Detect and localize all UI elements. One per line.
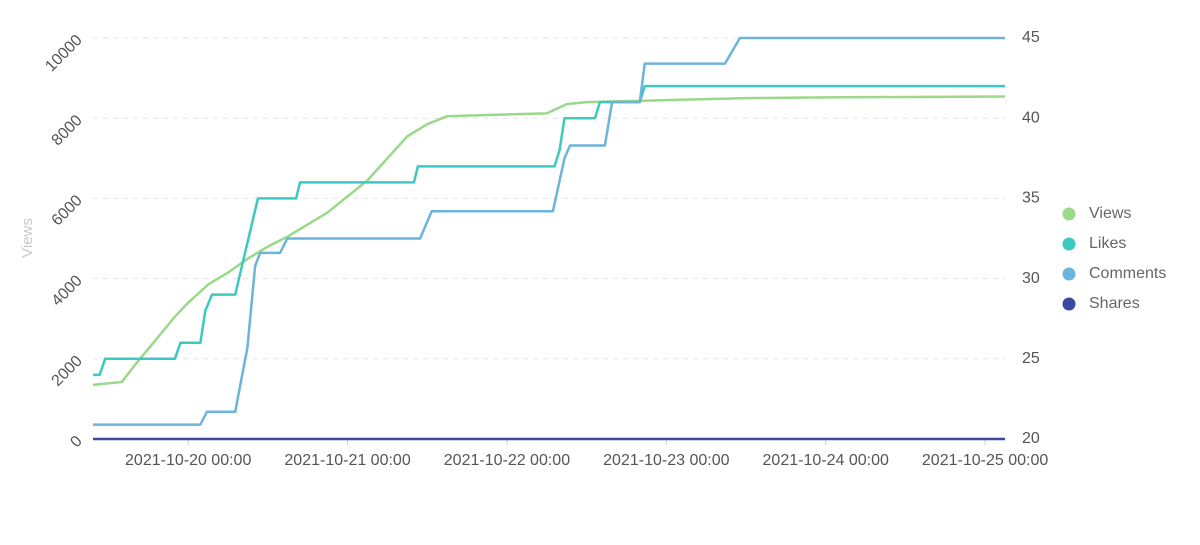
x-tick-label: 2021-10-25 00:00: [922, 452, 1048, 469]
y-tick-label: 8000: [49, 112, 86, 149]
x-tick-label: 2021-10-24 00:00: [763, 452, 889, 469]
y2-tick-label: 45: [1022, 29, 1040, 46]
x-tick-label: 2021-10-22 00:00: [444, 452, 570, 469]
y2-tick-label: 25: [1022, 350, 1040, 367]
legend-swatch: [1062, 267, 1076, 281]
legend-label: Comments: [1089, 265, 1166, 282]
series-line: [92, 95, 1006, 387]
y-tick-label: 6000: [49, 192, 86, 229]
x-tick-label: 2021-10-23 00:00: [603, 452, 729, 469]
series-line: [93, 84, 1005, 377]
y2-tick-label: 40: [1022, 109, 1040, 126]
legend-label: Views: [1089, 205, 1131, 222]
y-tick-label: 2000: [49, 353, 86, 390]
legend-label: Shares: [1089, 295, 1140, 312]
legend-swatch: [1062, 237, 1076, 251]
y2-tick-label: 30: [1022, 270, 1040, 287]
y-tick-label: 0: [67, 433, 85, 451]
legend-swatch: [1062, 207, 1076, 221]
y-tick-label: 4000: [49, 272, 86, 309]
series-line: [93, 36, 1005, 426]
x-tick-label: 2021-10-21 00:00: [284, 452, 410, 469]
legend: Views Likes Comments Shares: [1062, 205, 1166, 312]
legend-swatch: [1062, 297, 1076, 311]
x-tick-label: 2021-10-20 00:00: [125, 452, 251, 469]
y2-tick-label: 35: [1022, 190, 1040, 207]
legend-label: Likes: [1089, 235, 1126, 252]
y-tick-label: 10000: [42, 32, 86, 76]
y2-tick-label: 20: [1022, 430, 1040, 447]
y-axis-title: Views: [19, 218, 36, 258]
